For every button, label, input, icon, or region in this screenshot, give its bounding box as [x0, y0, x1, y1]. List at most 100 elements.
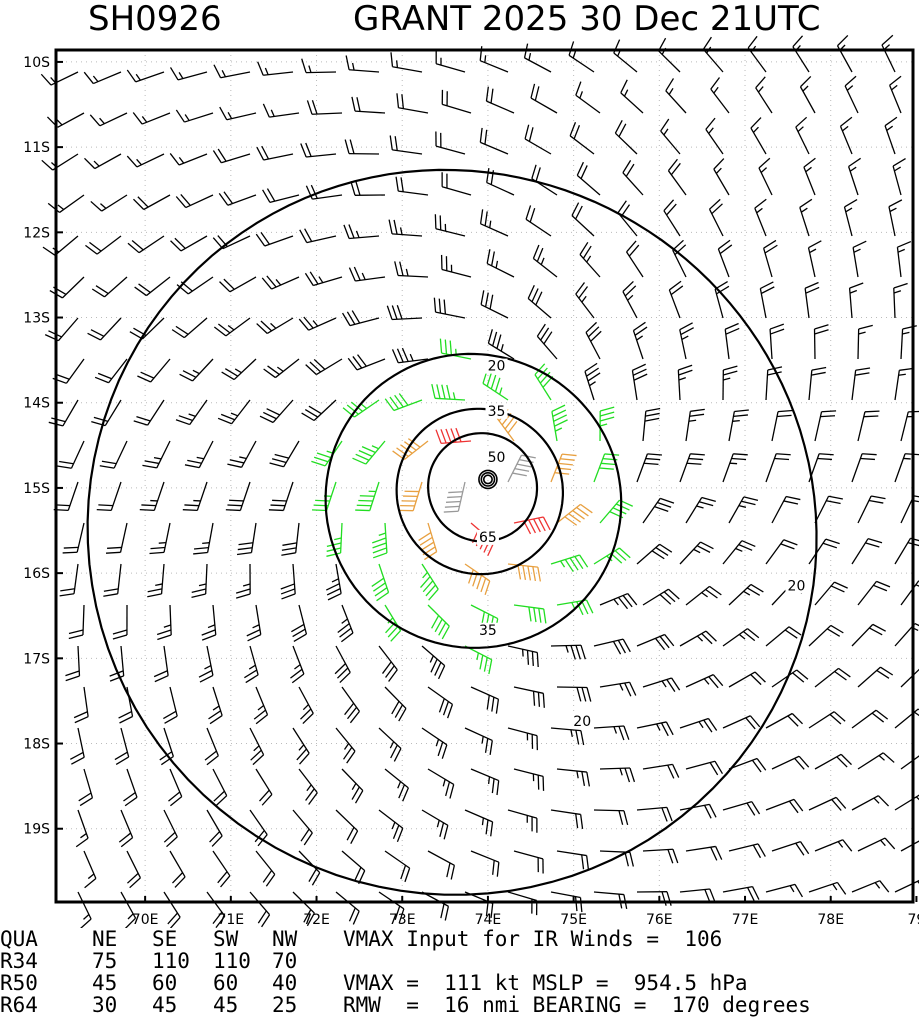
wind-barb: [213, 236, 250, 249]
wind-barb: [389, 220, 422, 236]
wind-barb: [305, 272, 342, 286]
wind-barb: [269, 482, 293, 510]
wind-barb: [326, 564, 341, 600]
wind-barb: [183, 482, 207, 510]
storm-id-title: SH0926: [88, 0, 222, 39]
wind-barb: [164, 810, 177, 847]
wind-barb: [147, 564, 164, 597]
wind-barb: [338, 605, 353, 642]
wind-barb: [623, 281, 637, 318]
wind-barb: [250, 892, 270, 927]
wind-barb: [164, 892, 180, 928]
wind-barb: [163, 687, 177, 723]
wind-barb: [680, 323, 694, 359]
wind-barb: [343, 311, 379, 326]
wind-barb: [41, 72, 78, 85]
wind-barb: [525, 125, 551, 154]
table-header-cell: NE: [92, 928, 117, 950]
wind-barb: [557, 851, 588, 870]
wind-barb: [88, 318, 121, 340]
wind-barb: [577, 162, 600, 195]
wind-barb: [756, 77, 772, 113]
wind-barb: [385, 394, 422, 411]
wind-barb: [79, 769, 93, 806]
wind-barb: [680, 631, 716, 646]
wind-barb: [528, 285, 551, 318]
wind-barb: [307, 100, 342, 114]
wind-barb: [837, 35, 852, 72]
wind-barb: [600, 594, 637, 609]
wind-barb: [110, 646, 124, 681]
wind-barb: [680, 804, 716, 818]
wind-barb: [766, 540, 797, 564]
wind-barb: [845, 200, 858, 236]
wind-barb: [890, 76, 901, 113]
wind-barb: [302, 59, 336, 73]
wind-barb: [723, 366, 737, 400]
wind-barb: [154, 646, 168, 682]
wind-barb: [661, 119, 680, 154]
wind-barb: [42, 154, 78, 170]
wind-barb: [435, 214, 465, 236]
wind-barb: [894, 283, 908, 318]
wind-barb: [686, 761, 722, 775]
wind-barb: [205, 728, 218, 765]
wind-barb: [345, 140, 379, 154]
wind-barb: [157, 605, 171, 640]
wind-barb: [95, 359, 127, 383]
wind-barb: [637, 722, 673, 736]
x-tick-label: 74E: [475, 912, 502, 928]
wind-barb: [895, 794, 919, 810]
wind-barb: [718, 240, 731, 277]
wind-barb: [895, 709, 919, 728]
wind-barb: [299, 317, 336, 330]
wind-barb: [669, 281, 682, 318]
wind-barb: [576, 282, 594, 318]
wind-barb: [379, 646, 397, 681]
wind-barb: [755, 199, 766, 236]
wind-barb: [172, 318, 207, 338]
wind-barb: [399, 482, 422, 511]
table-cell: 75: [92, 950, 117, 972]
wind-barb: [594, 810, 628, 825]
wind-barb: [594, 726, 629, 740]
x-tick-label: 78E: [817, 912, 844, 928]
wind-barb: [766, 799, 803, 812]
wind-barb: [220, 107, 256, 120]
wind-barb: [551, 810, 583, 829]
wind-barb: [214, 65, 250, 78]
wind-barb: [260, 400, 293, 422]
wind-barb: [84, 851, 96, 888]
wind-barb: [434, 298, 465, 318]
wind-barb: [103, 564, 121, 596]
x-tick-label: 72E: [303, 912, 330, 928]
wind-barb: [100, 441, 127, 468]
wind-barb: [48, 195, 84, 212]
wind-barb: [270, 441, 299, 467]
wind-barb: [428, 605, 449, 639]
wind-barb: [772, 842, 809, 856]
table-note: VMAX Input for IR Winds = 106: [343, 928, 722, 950]
wind-barb: [766, 367, 782, 400]
wind-barb: [63, 523, 84, 553]
wind-barb: [850, 283, 864, 318]
wind-barb: [351, 181, 385, 195]
wind-barb: [551, 555, 588, 572]
table-cell: 45: [92, 972, 117, 994]
wind-barb: [65, 646, 79, 681]
wind-barb: [594, 639, 630, 654]
wind-barb: [852, 881, 889, 892]
wind-barb: [809, 367, 826, 400]
table-note: VMAX = 111 kt MSLP = 954.5 hPa: [343, 972, 748, 994]
wind-barb: [487, 249, 514, 277]
contour-label: 20: [788, 578, 806, 594]
wind-barb: [127, 851, 140, 888]
wind-barb: [396, 177, 428, 195]
wind-barb: [852, 368, 870, 400]
wind-barb: [421, 564, 439, 600]
wind-barb: [723, 887, 759, 901]
wind-barb: [471, 769, 499, 795]
wind-barb: [372, 523, 387, 558]
wind-barb: [299, 687, 313, 724]
wind-barb: [572, 203, 594, 236]
